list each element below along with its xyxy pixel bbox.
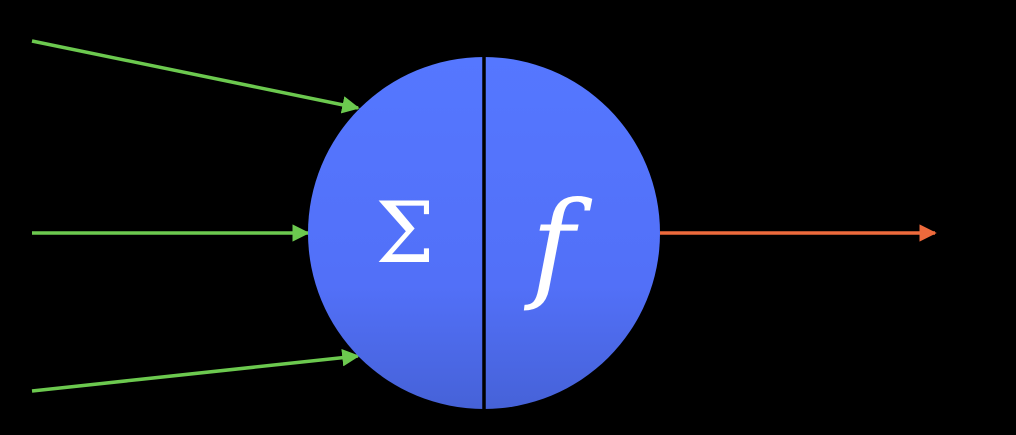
input-arrow-bottom xyxy=(31,348,360,393)
input-arrow-top xyxy=(31,39,360,114)
sum-symbol: Σ xyxy=(375,184,434,282)
